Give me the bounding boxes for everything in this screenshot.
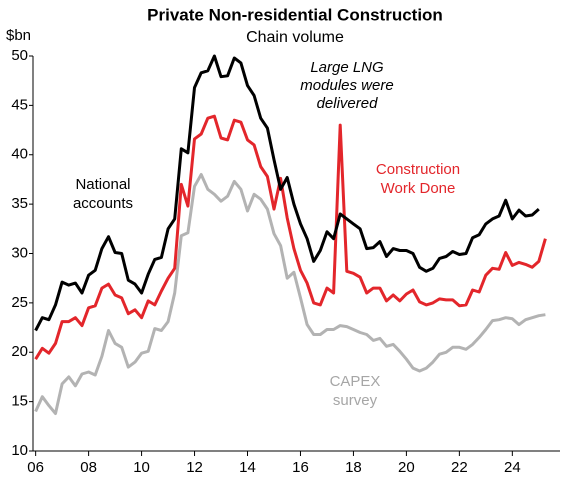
y-tick-label: 30 bbox=[11, 244, 28, 261]
x-tick-label: 06 bbox=[27, 459, 44, 476]
y-tick-label: 25 bbox=[11, 294, 28, 311]
x-tick-label: 18 bbox=[345, 459, 362, 476]
y-axis-label: $bn bbox=[6, 27, 31, 44]
y-tick-label: 20 bbox=[11, 343, 28, 360]
x-tick-label: 12 bbox=[186, 459, 203, 476]
x-tick-label: 24 bbox=[504, 459, 521, 476]
series-label: Construction bbox=[376, 161, 460, 178]
series-label: survey bbox=[333, 392, 378, 409]
x-tick-label: 22 bbox=[451, 459, 468, 476]
series-label: CAPEX bbox=[330, 373, 381, 390]
y-tick-label: 35 bbox=[11, 195, 28, 212]
x-tick-label: 20 bbox=[398, 459, 415, 476]
x-tick-label: 16 bbox=[292, 459, 309, 476]
series-label: Work Done bbox=[381, 180, 456, 197]
x-tick-label: 14 bbox=[239, 459, 256, 476]
y-tick-label: 50 bbox=[11, 47, 28, 64]
x-tick-label: 10 bbox=[133, 459, 150, 476]
series-label: accounts bbox=[73, 195, 133, 212]
x-tick-label: 08 bbox=[80, 459, 97, 476]
chart-subtitle: Chain volume bbox=[246, 29, 344, 46]
series-label: National bbox=[75, 176, 130, 193]
y-tick-label: 45 bbox=[11, 96, 28, 113]
chart-title: Private Non-residential Construction bbox=[147, 5, 443, 24]
y-tick-label: 15 bbox=[11, 393, 28, 410]
y-tick-label: 40 bbox=[11, 146, 28, 163]
series-line bbox=[34, 114, 547, 360]
annotation: modules were bbox=[300, 77, 393, 94]
annotation: delivered bbox=[317, 95, 379, 112]
series-line bbox=[34, 54, 540, 332]
annotation: Large LNG bbox=[310, 59, 384, 76]
series-line bbox=[34, 173, 546, 415]
y-tick-label: 10 bbox=[11, 442, 28, 459]
